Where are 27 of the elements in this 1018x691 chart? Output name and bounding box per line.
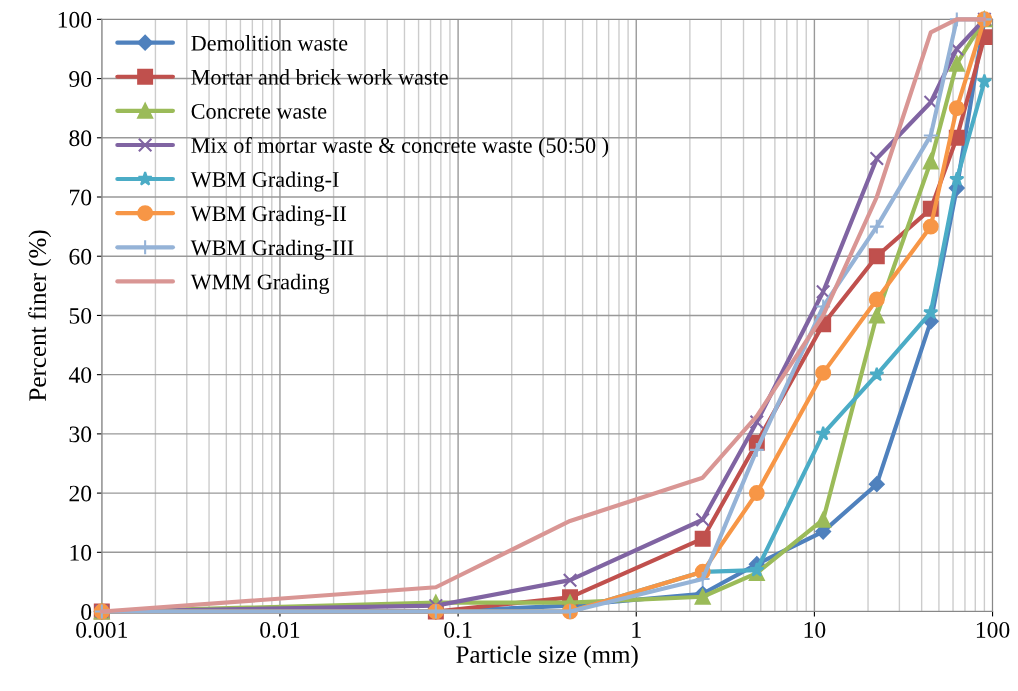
legend-label: Mortar and brick work waste xyxy=(191,69,448,85)
y-tick-label: 60 xyxy=(69,248,92,265)
legend-label: Demolition waste xyxy=(191,35,348,51)
x-tick-label: 1 xyxy=(632,622,641,638)
x-tick-label: 100 xyxy=(976,621,1010,638)
legend-label: Concrete waste xyxy=(191,103,327,119)
y-tick-label: 10 xyxy=(70,544,92,561)
x-tick-label: 0.1 xyxy=(444,621,472,638)
legend-label: WMM Grading xyxy=(190,273,330,294)
y-tick-label: 50 xyxy=(69,307,92,324)
x-tick-label: 10 xyxy=(804,621,826,638)
legend-label: WBM Grading-I xyxy=(190,171,339,192)
y-tick-label: 0 xyxy=(81,604,92,620)
y-tick-label: 100 xyxy=(58,11,92,28)
y-tick-label: 40 xyxy=(68,367,92,384)
x-axis-title: Particle size (mm) xyxy=(456,645,638,669)
y-tick-label: 20 xyxy=(69,485,92,502)
x-tick-label: 0.01 xyxy=(260,621,300,638)
y-axis-title: Percent finer (%) xyxy=(28,230,52,401)
x-tick-label: 0.001 xyxy=(76,621,127,638)
legend-label: WBM Grading-II xyxy=(190,205,347,226)
y-tick-label: 70 xyxy=(70,189,92,206)
y-tick-label: 90 xyxy=(69,71,92,87)
legend-label: WBM Grading-III xyxy=(190,239,354,260)
y-tick-label: 30 xyxy=(69,426,92,443)
y-tick-label: 80 xyxy=(69,130,92,147)
legend-label: Mix of mortar waste & concrete waste (50:50 ) xyxy=(191,137,609,158)
